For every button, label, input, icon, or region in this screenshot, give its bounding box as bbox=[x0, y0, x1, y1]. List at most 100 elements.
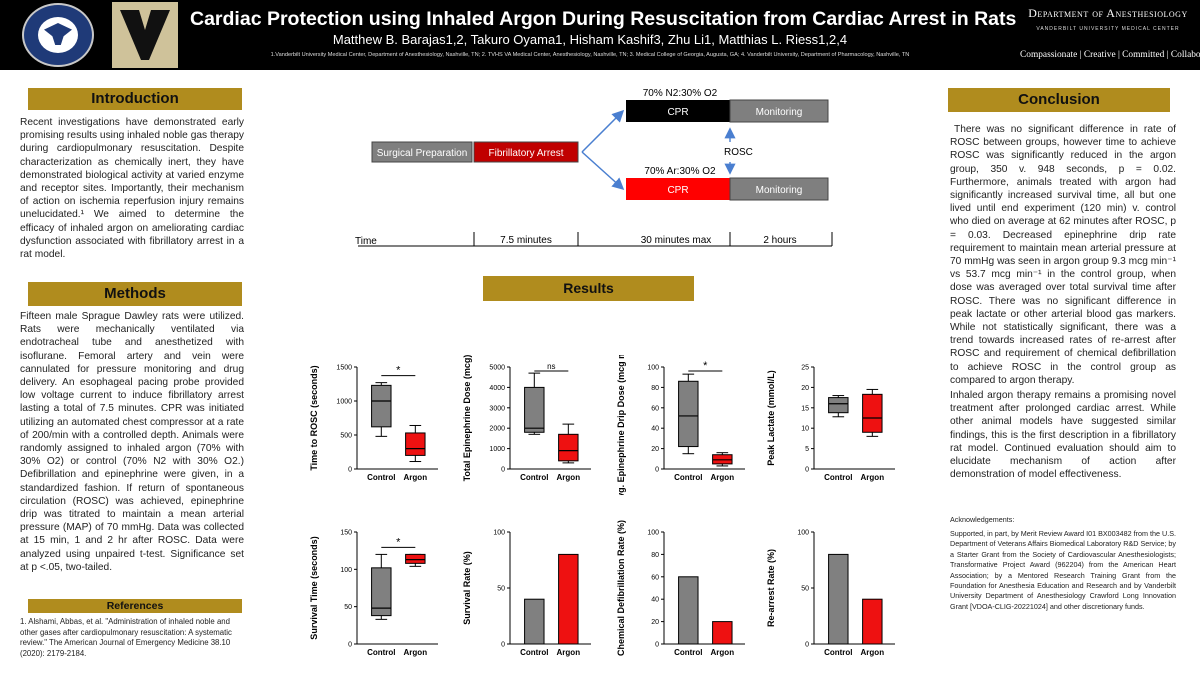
box-iqr bbox=[558, 433, 579, 462]
y-tick-label: 0 bbox=[348, 467, 352, 474]
y-tick-label: 80 bbox=[651, 552, 659, 559]
fibrillatory-arrest-box bbox=[473, 141, 579, 163]
chart-peak-lactate: 0 5 10 15 20 25 Peak Lactate (mmol/L) Control Ar… bbox=[762, 355, 907, 495]
cpr-argon-box bbox=[626, 178, 730, 200]
y-tick-label: 100 bbox=[797, 530, 809, 537]
surgical-prep-box bbox=[371, 141, 473, 163]
y-axis-label: Avg. Epinephrine Drip Dose (mcg min-1) bbox=[616, 355, 626, 495]
vanderbilt-logo bbox=[112, 2, 178, 68]
time-axis-label: Time bbox=[355, 236, 377, 247]
y-tick-label: 20 bbox=[651, 619, 659, 626]
arrow-up-branch bbox=[581, 109, 625, 153]
x-category-label: Argon bbox=[711, 473, 735, 482]
y-tick-label: 0 bbox=[655, 642, 659, 649]
arrow-down-branch bbox=[581, 151, 625, 191]
bar bbox=[678, 576, 699, 645]
duration-arrest: 7.5 minutes bbox=[500, 235, 552, 246]
y-tick-label: 4000 bbox=[489, 385, 505, 392]
chart-svg: 0 50 100 Survival Rate (%) Control Argon bbox=[462, 530, 591, 657]
y-axis-label: Survival Time (seconds) bbox=[309, 536, 319, 639]
cpr-control-label: CPR bbox=[667, 107, 688, 118]
duration-monitoring: 2 hours bbox=[763, 235, 796, 246]
chart-svg: 0 20 40 60 80 100 Avg. Epinephrine Drip Dose (… bbox=[616, 332, 745, 504]
x-category-label: Argon bbox=[861, 648, 885, 657]
gas-n2-label: 70% N2:30% O2 bbox=[643, 88, 718, 99]
va-seal-logo bbox=[22, 3, 94, 67]
y-tick-label: 60 bbox=[651, 574, 659, 581]
y-tick-label: 60 bbox=[651, 405, 659, 412]
introduction-heading: Introduction bbox=[28, 88, 242, 110]
methods-text: Fifteen male Sprague Dawley rats were ut… bbox=[20, 311, 244, 573]
y-axis-label: Peak Lactate (mmol/L) bbox=[766, 370, 776, 466]
monitoring-control-label: Monitoring bbox=[756, 107, 803, 118]
box-iqr bbox=[371, 384, 392, 428]
y-tick-label: 1000 bbox=[489, 446, 505, 453]
bar bbox=[862, 598, 883, 645]
chart-total-epinephrine: 0 1000 2000 3000 4000 5000 Total Epinephrine D… bbox=[458, 355, 603, 495]
poster-header: Cardiac Protection using Inhaled Argon D… bbox=[0, 0, 1200, 70]
y-tick-label: 10 bbox=[801, 426, 809, 433]
x-category-label: Argon bbox=[404, 648, 428, 657]
y-tick-label: 25 bbox=[801, 365, 809, 372]
rosc-label: ROSC bbox=[724, 147, 753, 158]
y-tick-label: 3000 bbox=[489, 405, 505, 412]
monitoring-argon-box bbox=[729, 177, 829, 201]
chart-svg: 0 1000 2000 3000 4000 5000 Total Epinephrine D… bbox=[462, 355, 591, 482]
y-axis-label: Chemical Defibrillation Rate (%) bbox=[616, 520, 626, 656]
y-tick-label: 0 bbox=[348, 642, 352, 649]
acknowledgements-heading: Acknowledgements: bbox=[950, 515, 1015, 524]
chart-rearrest-rate: 0 50 100 Re-arrest Rate (%) Control Argon bbox=[762, 520, 907, 670]
y-tick-label: 50 bbox=[497, 586, 505, 593]
y-tick-label: 50 bbox=[801, 586, 809, 593]
chart-chemical-defibrillation: 0 20 40 60 80 100 Chemical Defibrillation Rate… bbox=[612, 520, 757, 670]
bar bbox=[712, 621, 733, 645]
x-category-label: Control bbox=[367, 473, 395, 482]
x-category-label: Control bbox=[520, 473, 548, 482]
x-category-label: Control bbox=[520, 648, 548, 657]
chart-survival-time: 0 50 100 150 Survival Time (seconds) Control A… bbox=[305, 520, 450, 670]
box-iqr bbox=[524, 386, 545, 433]
chart-survival-rate: 0 50 100 Survival Rate (%) Control Argon bbox=[458, 520, 603, 670]
cpr-argon-label: CPR bbox=[667, 185, 688, 196]
chart-svg: 0 50 100 Re-arrest Rate (%) Control Argon bbox=[766, 530, 895, 657]
chart-svg: 0 5 10 15 20 25 Peak Lactate (mmol/L) Control Ar… bbox=[766, 365, 895, 482]
department-name: Department of Anesthesiology bbox=[1028, 6, 1188, 20]
y-tick-label: 20 bbox=[651, 446, 659, 453]
references-heading: References bbox=[28, 599, 242, 613]
cpr-control-box bbox=[626, 100, 730, 122]
y-tick-label: 500 bbox=[340, 433, 352, 440]
department-motto: Compassionate | Creative | Committed | C… bbox=[1020, 50, 1200, 60]
surgical-prep-label: Surgical Preparation bbox=[377, 148, 468, 159]
box-iqr bbox=[405, 553, 426, 564]
x-category-label: Control bbox=[824, 473, 852, 482]
chart-time-to-rosc: 0 500 1000 1500 Time to ROSC (seconds) Contro… bbox=[305, 355, 450, 495]
bar bbox=[558, 553, 579, 645]
chart-svg: 0 20 40 60 80 100 Chemical Defibrillation Rate… bbox=[616, 520, 745, 657]
duration-cpr: 30 minutes max bbox=[641, 235, 712, 246]
x-category-label: Argon bbox=[711, 648, 735, 657]
poster-title: Cardiac Protection using Inhaled Argon D… bbox=[190, 8, 1017, 30]
significance-label: ns bbox=[547, 362, 555, 371]
x-category-label: Argon bbox=[861, 473, 885, 482]
box-iqr bbox=[371, 567, 392, 617]
methods-heading: Methods bbox=[28, 282, 242, 306]
y-tick-label: 0 bbox=[501, 467, 505, 474]
monitoring-argon-label: Monitoring bbox=[756, 185, 803, 196]
significance-label: * bbox=[396, 536, 401, 548]
y-tick-label: 100 bbox=[647, 530, 659, 537]
y-axis-label: Total Epinephrine Dose (mcg) bbox=[462, 355, 472, 481]
authors-line: Matthew B. Barajas1,2, Takuro Oyama1, Hi… bbox=[332, 32, 848, 47]
y-tick-label: 1500 bbox=[336, 365, 352, 372]
chart-epinephrine-drip: 0 20 40 60 80 100 Avg. Epinephrine Drip Dose (… bbox=[612, 332, 757, 504]
x-category-label: Argon bbox=[404, 473, 428, 482]
y-tick-label: 0 bbox=[655, 467, 659, 474]
y-tick-label: 40 bbox=[651, 426, 659, 433]
box-iqr bbox=[405, 432, 426, 456]
box-iqr bbox=[678, 380, 699, 448]
acknowledgements-text: Supported, in part, by Merit Review Awar… bbox=[950, 529, 1176, 611]
y-tick-label: 150 bbox=[340, 530, 352, 537]
bar bbox=[828, 553, 849, 645]
box-iqr bbox=[828, 397, 849, 414]
y-tick-label: 2000 bbox=[489, 426, 505, 433]
y-tick-label: 20 bbox=[801, 385, 809, 392]
